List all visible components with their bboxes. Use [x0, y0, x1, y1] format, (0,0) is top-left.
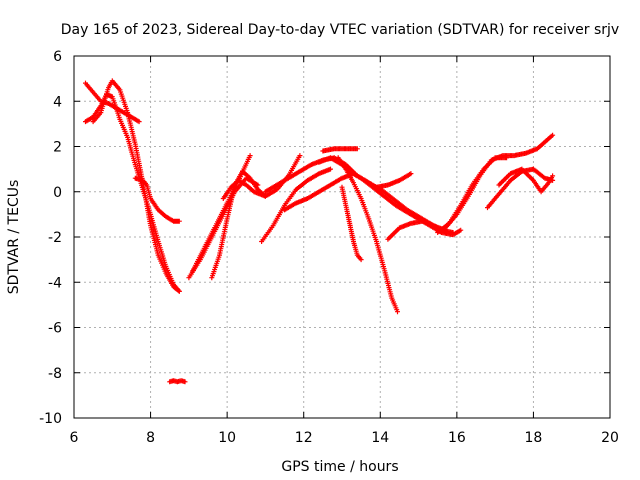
series-markers — [496, 166, 556, 195]
x-tick-label: 20 — [601, 430, 619, 446]
x-tick-label: 8 — [146, 430, 155, 446]
series-markers — [90, 78, 182, 294]
series-trace-14 — [320, 146, 360, 154]
series-markers — [83, 92, 182, 294]
y-axis-label: SDTVAR / TECUs — [6, 180, 22, 295]
series-trace-19 — [385, 218, 448, 242]
series-markers — [320, 146, 360, 154]
x-tick-label: 14 — [371, 430, 389, 446]
series-markers — [259, 166, 333, 244]
series-trace-4 — [132, 175, 182, 224]
y-tick-label: -2 — [48, 230, 62, 246]
chart-title: Day 165 of 2023, Sidereal Day-to-day VTE… — [61, 22, 619, 38]
series-markers — [132, 175, 182, 224]
series-markers — [385, 218, 448, 242]
series-trace-10 — [259, 166, 333, 244]
series-trace-15 — [335, 155, 400, 315]
series-markers — [167, 378, 188, 385]
series-trace-23 — [496, 166, 556, 195]
series-trace-16 — [339, 184, 364, 263]
x-tick-label: 16 — [448, 430, 466, 446]
x-axis-label: GPS time / hours — [281, 459, 398, 475]
axis-ticks: 6 8 10 12 14 16 18 20 -10 -8 -6 -4 -2 0 2 4 6 — [39, 49, 619, 446]
y-tick-label: 4 — [53, 94, 62, 110]
y-tick-label: 0 — [53, 185, 62, 201]
data-series — [83, 78, 556, 385]
y-tick-label: -4 — [48, 275, 62, 291]
series-markers — [442, 132, 556, 231]
y-tick-label: -10 — [39, 411, 62, 427]
series-trace-12 — [282, 171, 356, 213]
x-tick-label: 18 — [525, 430, 543, 446]
x-tick-label: 10 — [218, 430, 236, 446]
y-tick-label: 6 — [53, 49, 62, 65]
series-trace-5 — [167, 378, 188, 385]
y-tick-label: 2 — [53, 140, 62, 156]
series-trace-21 — [442, 132, 556, 231]
x-tick-label: 12 — [295, 430, 313, 446]
grid-lines — [74, 56, 610, 418]
x-tick-label: 6 — [70, 430, 79, 446]
y-tick-label: -8 — [48, 366, 62, 382]
series-markers — [335, 155, 400, 315]
y-tick-label: -6 — [48, 321, 62, 337]
series-markers — [282, 171, 356, 213]
series-trace-2 — [83, 92, 182, 294]
series-trace-3 — [90, 78, 182, 294]
series-markers — [339, 184, 364, 263]
